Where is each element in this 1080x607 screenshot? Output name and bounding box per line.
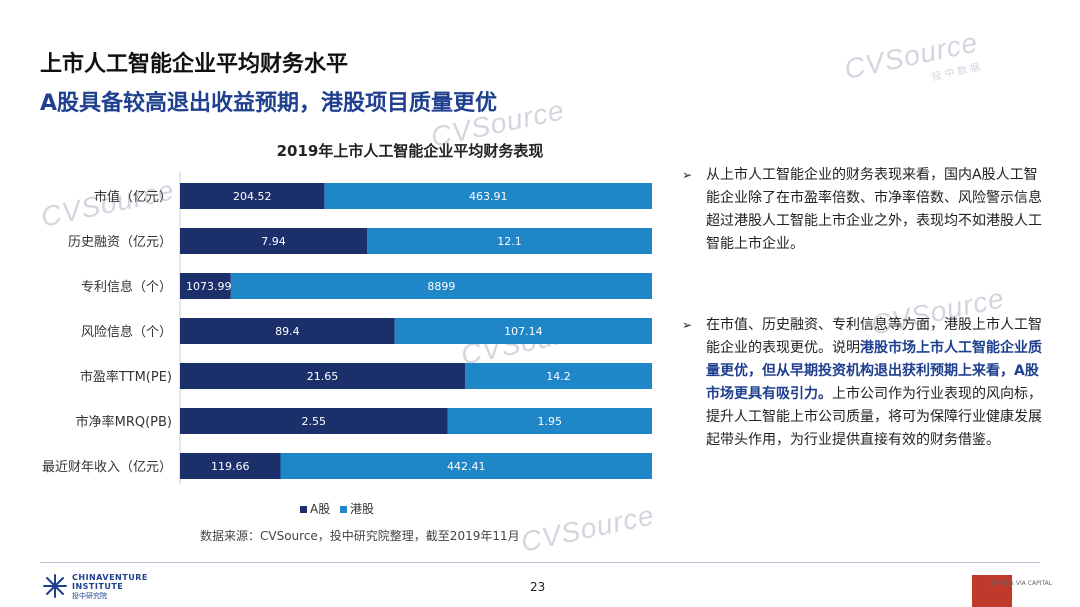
data-label-a: 7.94 xyxy=(261,235,286,248)
category-label: 历史融资（亿元） xyxy=(68,235,172,250)
bar-hk-share xyxy=(280,453,652,479)
bullet-2-highlight: 港股市场上市人工智能企业质量更优，但从早期投资机构退出获利预期上来看，A股市场更… xyxy=(706,340,1042,402)
chinaventure-logo: CHINAVENTURE INSTITUTE 投中研究院 xyxy=(42,571,147,601)
page-subtitle: A股具备较高退出收益预期，港股项目质量更优 xyxy=(40,91,498,116)
bar-a-share xyxy=(180,363,466,389)
data-label-a: 2.55 xyxy=(301,415,326,428)
legend-item-a: A股 xyxy=(300,502,330,516)
page-number: 23 xyxy=(530,580,546,594)
footer-divider xyxy=(40,562,1040,563)
chart-title: 2019年上市人工智能企业平均财务表现 xyxy=(276,142,544,160)
data-label-a: 89.4 xyxy=(275,325,300,338)
data-label-hk: 107.14 xyxy=(504,325,543,338)
arrow-bullet-icon: ➢ xyxy=(682,168,693,182)
data-label-hk: 14.2 xyxy=(546,370,571,383)
bullet-2-text-pre: 在市值、历史融资、专利信息等方面，港股上市人工智能企业的表现更优。说明 xyxy=(706,317,1042,356)
bar-hk-share xyxy=(394,318,652,344)
category-label: 市盈率TTM(PE) xyxy=(80,369,172,385)
arrow-bullet-icon: ➢ xyxy=(682,318,693,332)
bar-hk-share xyxy=(465,363,652,389)
stacked-bar-chart: 市值（亿元） 204.52 463.91 历史融资（亿元） 7.94 12.1 专利信息（个… xyxy=(42,172,652,484)
bullet-1: ➢ 从上市人工智能企业的财务表现来看，国内A股人工智能企业除了在市盈率倍数、市净… xyxy=(680,164,1042,256)
chart-legend: A股 港股 xyxy=(300,500,380,517)
logo-line-2: INSTITUTE xyxy=(72,582,124,591)
watermark-text: CVSource xyxy=(518,499,658,558)
data-label-a: 119.66 xyxy=(211,460,250,473)
category-label: 市净率MRQ(PB) xyxy=(76,414,172,430)
data-label-hk: 463.91 xyxy=(469,190,508,203)
bar-hk-share xyxy=(447,408,652,434)
bar-hk-share xyxy=(324,183,652,209)
data-label-a: 1073.99 xyxy=(186,280,232,293)
logo-line-3: 投中研究院 xyxy=(72,592,107,600)
legend-label-hk: 港股 xyxy=(350,502,375,516)
logo-line-1: CHINAVENTURE xyxy=(72,573,148,582)
bullet-1-text: 从上市人工智能企业的财务表现来看，国内A股人工智能企业除了在市盈率倍数、市净率倍… xyxy=(706,167,1042,252)
category-label: 最近财年收入（亿元） xyxy=(42,460,172,475)
bullet-2: ➢ 在市值、历史融资、专利信息等方面，港股上市人工智能企业的表现更优。说明港股市… xyxy=(680,314,1042,452)
page-title: 上市人工智能企业平均财务水平 xyxy=(40,52,349,77)
bullet-2-text-post: 上市公司作为行业表现的风向标，提升人工智能上市公司质量，将可为保障行业健康发展起… xyxy=(706,386,1042,448)
data-label-hk: 442.41 xyxy=(447,460,486,473)
analysis-bullets: ➢ 从上市人工智能企业的财务表现来看，国内A股人工智能企业除了在市盈率倍数、市净… xyxy=(680,164,1042,510)
category-label: 专利信息（个） xyxy=(81,279,172,295)
category-label: 市值（亿元） xyxy=(94,189,172,205)
bar-a-share xyxy=(180,408,448,434)
data-label-hk: 8899 xyxy=(427,280,455,293)
brand-text: 投中资本 VIA CAPITAL xyxy=(990,580,1053,587)
watermark: CVSource xyxy=(518,499,657,558)
bar-hk-share xyxy=(367,228,652,254)
bar-a-share xyxy=(180,453,281,479)
via-capital-logo xyxy=(972,575,1012,607)
logo-burst-icon xyxy=(43,574,67,598)
bar-hk-share xyxy=(230,273,652,299)
bar-a-share xyxy=(180,318,395,344)
bar-a-share xyxy=(180,228,368,254)
data-label-hk: 12.1 xyxy=(497,235,522,248)
data-label-a: 21.65 xyxy=(307,370,339,383)
bar-a-share xyxy=(180,183,325,209)
legend-item-hk: 港股 xyxy=(340,502,374,516)
category-label: 风险信息（个） xyxy=(81,324,172,340)
watermark: CVSource 投中数据 xyxy=(842,26,984,100)
bar-a-share xyxy=(180,273,231,299)
data-label-a: 204.52 xyxy=(233,190,272,203)
legend-label-a: A股 xyxy=(310,502,331,516)
data-source-note: 数据来源：CVSource，投中研究院整理，截至2019年11月 xyxy=(200,529,520,543)
data-label-hk: 1.95 xyxy=(537,415,562,428)
